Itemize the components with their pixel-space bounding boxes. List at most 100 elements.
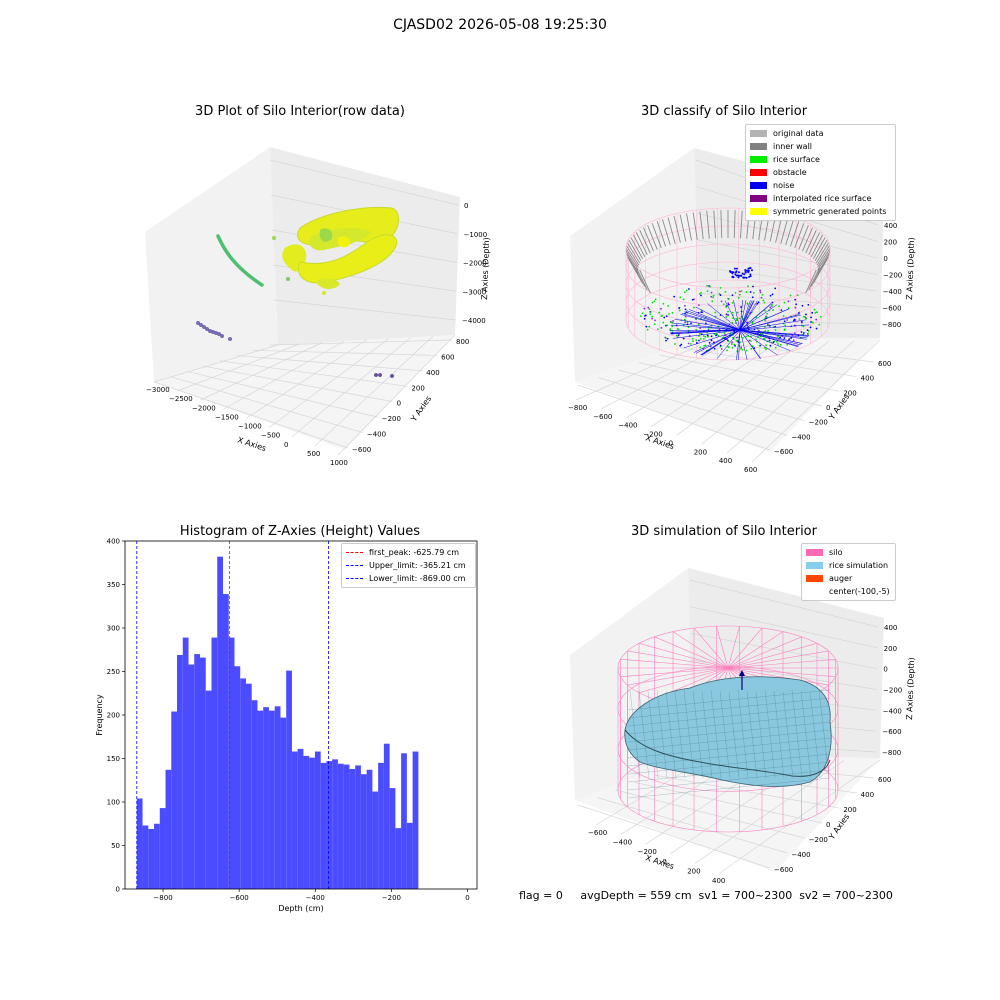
y-tick-label: 400 [861, 791, 874, 799]
y-tick-label: −600 [774, 448, 793, 456]
y-tick-label: 600 [441, 353, 454, 361]
legend-entry: Upper_limit: -365.21 cm [342, 559, 475, 572]
y-tick-label: 0 [116, 886, 120, 894]
panel2-ylabel: Y Axies [827, 392, 852, 422]
legend-label: obstacle [773, 168, 807, 177]
z-tick-label: −200 [883, 272, 902, 280]
x-tick-label: 0 [284, 441, 288, 449]
x-tick-label: 200 [687, 867, 700, 875]
legend-swatch [750, 130, 767, 137]
x-tick-label: 0 [662, 858, 666, 866]
histogram-bar [217, 556, 223, 889]
legend-swatch [806, 588, 823, 595]
legend-swatch [806, 575, 823, 582]
legend-label: rice simulation [829, 561, 889, 570]
histogram-bar [366, 769, 373, 889]
panel1-purple-points [195, 321, 395, 379]
y-tick-label: 0 [826, 404, 830, 412]
x-tick-label: −600 [593, 413, 612, 421]
panel2-xlabel: X Axies [644, 433, 675, 451]
z-tick-label: 0 [883, 255, 887, 263]
legend-entry: original data [746, 127, 895, 140]
x-tick-label: −400 [618, 422, 637, 430]
legend-label: noise [773, 181, 795, 190]
panel3-legend: first_peak: -625.79 cm Upper_limit: -365.… [341, 543, 476, 588]
x-tick-label: 400 [719, 457, 732, 465]
legend-label: first_peak: -625.79 cm [369, 548, 460, 557]
x-tick-label: −500 [261, 432, 280, 440]
legend-swatch [346, 578, 363, 579]
z-tick-label: 200 [884, 645, 897, 653]
histogram-bar [389, 788, 396, 889]
histogram-ylabel: Frequency [95, 694, 104, 736]
x-tick-label: −600 [230, 894, 249, 902]
histogram-bar [205, 690, 212, 889]
legend-entry: rice simulation [802, 559, 895, 572]
x-tick-label: −200 [643, 431, 662, 439]
histogram-xlabel: Depth (cm) [278, 904, 323, 913]
panel4-xlabel: X Axies [644, 853, 675, 871]
x-tick-label: −200 [382, 894, 401, 902]
legend-swatch [750, 195, 767, 202]
histogram-bar [211, 637, 218, 889]
y-tick-label: 0 [826, 821, 830, 829]
z-tick-label: −4000 [462, 317, 486, 325]
legend-swatch [750, 156, 767, 163]
histogram-bar [234, 666, 241, 889]
legend-entry: rice surface [746, 153, 895, 166]
histogram-bar [297, 748, 304, 889]
legend-swatch [750, 169, 767, 176]
y-tick-label: 150 [107, 755, 120, 763]
z-tick-label: −600 [882, 305, 901, 313]
histogram-bar [245, 683, 252, 889]
histogram-bar [372, 791, 379, 889]
legend-swatch [346, 565, 363, 566]
legend-label: silo [829, 548, 843, 557]
panel3-title: Histogram of Z-Axies (Height) Values [179, 524, 421, 539]
x-tick-label: −2500 [169, 395, 193, 403]
y-tick-label: 800 [456, 338, 469, 346]
histogram-bar [320, 762, 327, 889]
histogram-bar [142, 825, 149, 889]
z-tick-label: −800 [882, 321, 901, 329]
y-tick-label: 200 [107, 712, 120, 720]
y-tick-label: −200 [809, 419, 828, 427]
x-tick-label: 0 [669, 439, 673, 447]
histogram-bar [194, 654, 201, 889]
histogram-bar [291, 751, 298, 889]
y-tick-label: 200 [843, 806, 856, 814]
legend-entry: obstacle [746, 166, 895, 179]
histogram-bar [360, 774, 367, 889]
histogram-bar [228, 637, 235, 889]
legend-entry: interpolated rice surface [746, 192, 895, 205]
legend-swatch [750, 208, 767, 215]
z-tick-label: 0 [464, 202, 468, 210]
z-tick-label: 200 [884, 239, 897, 247]
y-tick-label: 400 [426, 369, 439, 377]
y-tick-label: −600 [774, 866, 793, 874]
histogram-bar [177, 654, 183, 889]
y-tick-label: 100 [107, 799, 120, 807]
legend-swatch [346, 552, 363, 553]
legend-label: rice surface [773, 155, 820, 164]
legend-entry: noise [746, 179, 895, 192]
y-tick-label: 300 [107, 625, 120, 633]
x-tick-label: −1500 [215, 413, 239, 421]
y-tick-label: 200 [411, 384, 424, 392]
z-tick-label: −800 [882, 749, 901, 757]
y-tick-label: 350 [107, 581, 120, 589]
y-tick-label: 400 [861, 375, 874, 383]
histogram-bar [257, 710, 264, 889]
legend-entry: Lower_limit: -869.00 cm [342, 572, 475, 585]
panel4-title: 3D simulation of Silo Interior [631, 524, 817, 539]
z-tick-label: −3000 [463, 288, 487, 296]
x-tick-label: −600 [588, 829, 607, 837]
panel1-axes-box [145, 147, 460, 456]
legend-label: inner wall [773, 142, 813, 151]
y-tick-label: 600 [878, 360, 891, 368]
y-tick-label: 0 [397, 400, 401, 408]
histogram-bar [343, 764, 350, 889]
panel4-legend: silo rice simulation auger center(-100,-5) [801, 543, 896, 601]
x-tick-label: −2000 [192, 404, 216, 412]
legend-label: Upper_limit: -365.21 cm [369, 561, 466, 570]
